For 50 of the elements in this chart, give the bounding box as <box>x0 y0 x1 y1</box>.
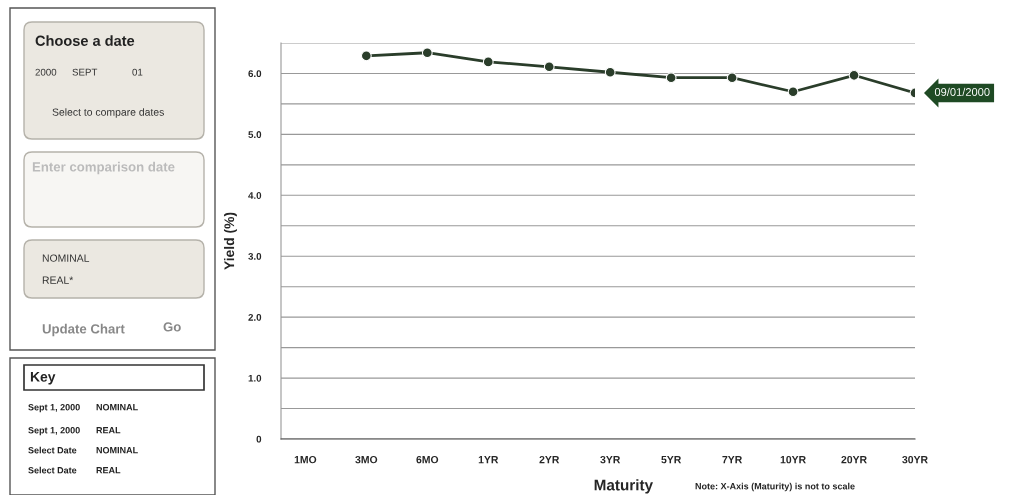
annotation: 09/01/2000 <box>934 87 990 96</box>
text: 01 <box>132 68 143 76</box>
text: Go <box>163 322 181 332</box>
text: Update Chart <box>42 323 125 337</box>
point <box>726 72 738 84</box>
point <box>421 47 433 59</box>
x-tick-label: 10YR <box>780 455 806 464</box>
x-tick-label: 5YR <box>661 456 682 464</box>
point <box>360 50 372 62</box>
text: NOMINAL <box>96 404 138 411</box>
x-tick-label: 20YR <box>841 455 867 464</box>
text: Select Date <box>28 446 77 454</box>
text: Select to compare dates <box>52 108 164 118</box>
point <box>604 66 616 78</box>
point <box>787 86 799 98</box>
text: REAL <box>96 467 121 474</box>
y-tick-label: 1.0 <box>248 374 262 382</box>
x-tick-label: 1MO <box>294 455 317 464</box>
point <box>848 69 860 81</box>
x-tick-label: 3YR <box>600 455 621 464</box>
y-tick-label: 5.0 <box>248 131 262 138</box>
x-tick-label: 6MO <box>416 455 439 464</box>
x-axis-title: Maturity <box>594 479 653 494</box>
point <box>482 56 494 68</box>
y-tick-label: 4.0 <box>248 192 262 199</box>
x-tick-label: 3MO <box>355 455 378 464</box>
text: Enter comparison date <box>32 161 175 175</box>
point <box>665 72 677 84</box>
text: 2000 <box>35 68 57 76</box>
y-tick-label: 2.0 <box>248 313 262 321</box>
text: REAL <box>96 427 121 434</box>
text: NOMINAL <box>42 254 90 262</box>
x-tick-label: 7YR <box>722 456 743 464</box>
text: Note: X-Axis (Maturity) is not to scale <box>695 482 855 492</box>
text: NOMINAL <box>96 447 138 454</box>
text: SEPT <box>72 68 98 76</box>
text: Sept 1, 2000 <box>28 404 80 413</box>
text: Choose a date <box>35 35 135 46</box>
y-axis-title: Yield (%) <box>223 212 237 270</box>
text: Sept 1, 2000 <box>28 427 80 436</box>
text: REAL* <box>42 276 74 284</box>
x-tick-label: 30YR <box>902 455 928 464</box>
x-tick-label: 2YR <box>539 455 560 464</box>
y-tick-label: 3.0 <box>248 252 262 260</box>
x-tick-label: 1YR <box>478 456 499 464</box>
y-tick-label: 0 <box>256 435 262 443</box>
text: Select Date <box>28 466 77 474</box>
y-tick-label: 6.0 <box>248 70 262 78</box>
text: Key <box>30 372 56 385</box>
point <box>543 61 555 73</box>
